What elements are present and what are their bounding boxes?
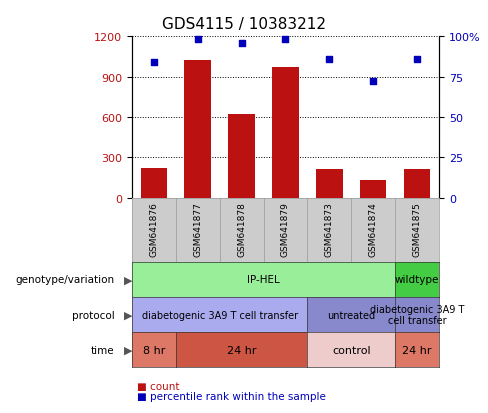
Point <box>369 79 377 85</box>
Text: GSM641878: GSM641878 <box>237 202 246 256</box>
Text: GDS4115 / 10383212: GDS4115 / 10383212 <box>162 17 326 31</box>
Text: diabetogenic 3A9 T cell transfer: diabetogenic 3A9 T cell transfer <box>142 310 298 320</box>
Text: ▶: ▶ <box>123 310 132 320</box>
Point <box>413 57 421 63</box>
Text: GSM641879: GSM641879 <box>281 202 290 256</box>
Text: diabetogenic 3A9 T
cell transfer: diabetogenic 3A9 T cell transfer <box>370 304 465 326</box>
Text: GSM641874: GSM641874 <box>369 202 378 256</box>
Bar <box>272 68 299 198</box>
Text: control: control <box>332 345 371 355</box>
Text: protocol: protocol <box>72 310 115 320</box>
Text: GSM641875: GSM641875 <box>413 202 422 256</box>
Text: wildtype: wildtype <box>395 275 439 285</box>
Text: ▶: ▶ <box>123 275 132 285</box>
Text: ■ percentile rank within the sample: ■ percentile rank within the sample <box>137 392 325 401</box>
Text: genotype/variation: genotype/variation <box>16 275 115 285</box>
Text: GSM641877: GSM641877 <box>193 202 202 256</box>
Bar <box>184 61 211 198</box>
Text: 24 hr: 24 hr <box>227 345 256 355</box>
Text: IP-HEL: IP-HEL <box>247 275 280 285</box>
Bar <box>316 170 343 198</box>
Point <box>325 57 333 63</box>
Text: GSM641873: GSM641873 <box>325 202 334 256</box>
Point <box>282 37 289 44</box>
Text: 8 hr: 8 hr <box>142 345 165 355</box>
Point <box>194 37 202 44</box>
Bar <box>360 181 386 198</box>
Text: untreated: untreated <box>327 310 375 320</box>
Bar <box>404 170 430 198</box>
Text: time: time <box>91 345 115 355</box>
Bar <box>141 169 167 198</box>
Bar <box>228 115 255 198</box>
Point <box>150 59 158 66</box>
Text: ■ count: ■ count <box>137 381 179 391</box>
Text: 24 hr: 24 hr <box>403 345 432 355</box>
Text: ▶: ▶ <box>123 345 132 355</box>
Point <box>238 40 245 47</box>
Text: GSM641876: GSM641876 <box>149 202 158 256</box>
